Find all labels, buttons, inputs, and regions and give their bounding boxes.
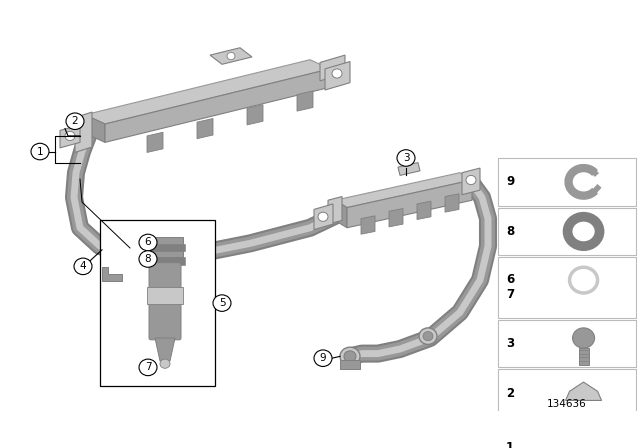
Bar [145, 257, 185, 264]
Bar [340, 360, 360, 369]
Text: 134636: 134636 [547, 399, 587, 409]
Polygon shape [445, 194, 459, 212]
Circle shape [466, 176, 476, 185]
Polygon shape [361, 216, 375, 234]
Circle shape [180, 250, 190, 259]
Text: 6: 6 [145, 237, 151, 247]
Bar [147, 237, 183, 257]
Circle shape [344, 351, 356, 362]
Bar [498, 207, 636, 255]
Circle shape [139, 251, 157, 267]
Bar [498, 257, 636, 318]
Text: 9: 9 [320, 353, 326, 363]
Circle shape [139, 234, 157, 251]
Polygon shape [197, 118, 213, 139]
Bar [498, 419, 636, 448]
Polygon shape [335, 200, 347, 228]
Text: 3: 3 [403, 153, 410, 163]
Text: 1: 1 [506, 441, 514, 448]
Polygon shape [320, 55, 345, 81]
Polygon shape [147, 132, 163, 152]
Text: 9: 9 [506, 175, 515, 188]
Text: 1: 1 [36, 146, 44, 156]
Circle shape [332, 69, 342, 78]
Text: 4: 4 [80, 261, 86, 271]
Circle shape [573, 328, 595, 348]
Circle shape [66, 113, 84, 129]
Polygon shape [60, 125, 80, 148]
Text: 6
7: 6 7 [506, 273, 515, 302]
Polygon shape [314, 204, 333, 230]
Polygon shape [85, 115, 105, 142]
Text: 8: 8 [506, 225, 515, 238]
Polygon shape [85, 60, 330, 124]
Polygon shape [347, 180, 472, 228]
Polygon shape [210, 48, 252, 65]
Polygon shape [398, 163, 420, 176]
Circle shape [318, 212, 328, 221]
Bar [147, 288, 183, 304]
FancyBboxPatch shape [149, 263, 181, 340]
Polygon shape [102, 267, 122, 281]
Circle shape [176, 246, 194, 263]
Circle shape [139, 359, 157, 376]
Text: 3: 3 [506, 337, 514, 350]
Circle shape [74, 258, 92, 275]
Polygon shape [462, 168, 480, 195]
Polygon shape [417, 201, 431, 220]
Circle shape [227, 52, 235, 60]
Circle shape [423, 332, 433, 341]
Polygon shape [556, 444, 602, 448]
Text: 7: 7 [145, 362, 151, 372]
Text: 5: 5 [219, 298, 225, 308]
Text: 2: 2 [72, 116, 78, 126]
Circle shape [314, 350, 332, 366]
Circle shape [397, 150, 415, 166]
Polygon shape [566, 382, 602, 401]
Bar [579, 348, 589, 365]
Circle shape [65, 131, 75, 141]
Circle shape [419, 328, 437, 345]
Circle shape [31, 143, 49, 160]
Polygon shape [75, 112, 92, 152]
Polygon shape [389, 208, 403, 227]
Bar [145, 244, 185, 251]
Text: 8: 8 [145, 254, 151, 264]
Bar [498, 319, 636, 367]
Bar [498, 158, 636, 206]
Bar [100, 220, 215, 386]
Circle shape [213, 295, 231, 311]
Polygon shape [155, 338, 175, 361]
Polygon shape [335, 172, 472, 207]
Polygon shape [328, 197, 342, 224]
Polygon shape [105, 69, 330, 142]
Circle shape [340, 347, 360, 366]
Polygon shape [297, 91, 313, 111]
Bar [498, 369, 636, 417]
Text: 2: 2 [506, 387, 514, 400]
Polygon shape [325, 61, 350, 90]
Circle shape [160, 359, 170, 368]
Polygon shape [247, 105, 263, 125]
